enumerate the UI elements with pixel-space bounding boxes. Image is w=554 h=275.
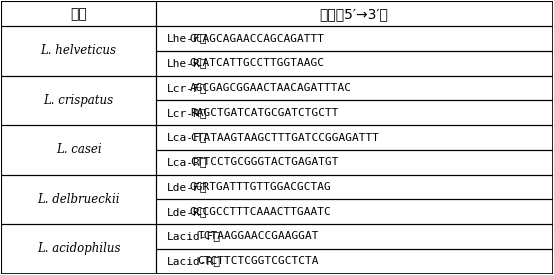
Bar <box>2 175 156 224</box>
Text: Lacid-F：: Lacid-F： <box>167 232 220 241</box>
Text: L. acidophilus: L. acidophilus <box>37 242 120 255</box>
Text: L. delbrueckii: L. delbrueckii <box>37 193 120 206</box>
Bar <box>2 26 156 76</box>
Bar <box>156 1 552 26</box>
Text: GCAGCAGAACCAGCAGATTT: GCAGCAGAACCAGCAGATTT <box>190 34 325 43</box>
Text: GCATCATTGCCTTGGTAAGC: GCATCATTGCCTTGGTAAGC <box>190 58 325 68</box>
Text: Lcr-F：: Lcr-F： <box>167 83 207 93</box>
Text: Lca-F：: Lca-F： <box>167 133 207 142</box>
Bar <box>156 199 552 224</box>
Text: 引物（5′→3′）: 引物（5′→3′） <box>320 7 388 21</box>
Text: CTTCCTGCGGGTACTGAGATGT: CTTCCTGCGGGTACTGAGATGT <box>190 157 338 167</box>
Text: CTCTTCTCGGTCGCTCTA: CTCTTCTCGGTCGCTCTA <box>198 256 319 266</box>
Bar <box>2 224 156 274</box>
Text: Lde-R：: Lde-R： <box>167 207 207 217</box>
Bar <box>2 1 156 26</box>
Bar <box>156 224 552 249</box>
Text: Lde-F：: Lde-F： <box>167 182 207 192</box>
Bar <box>156 100 552 125</box>
Text: GGRTGATTTGTTGGACGCTAG: GGRTGATTTGTTGGACGCTAG <box>190 182 332 192</box>
Text: AGCGAGCGGAACTAACAGATTTAC: AGCGAGCGGAACTAACAGATTTAC <box>190 83 352 93</box>
Bar <box>156 76 552 100</box>
Text: Lacid-R：: Lacid-R： <box>167 256 220 266</box>
Text: Lcr-R：: Lcr-R： <box>167 108 207 118</box>
Text: TCTAAGGAACCGAAGGAT: TCTAAGGAACCGAAGGAT <box>198 232 319 241</box>
Text: 菌种: 菌种 <box>70 7 87 21</box>
Text: GCCGCCTTTCAAACTTGAATC: GCCGCCTTTCAAACTTGAATC <box>190 207 332 217</box>
Text: Lhe-R：: Lhe-R： <box>167 58 207 68</box>
Bar <box>156 249 552 274</box>
Bar <box>156 26 552 51</box>
Bar <box>156 175 552 199</box>
Text: RAGCTGATCATGCGATCTGCTT: RAGCTGATCATGCGATCTGCTT <box>190 108 338 118</box>
Bar <box>156 51 552 76</box>
Text: L. helveticus: L. helveticus <box>40 44 116 57</box>
Bar <box>2 125 156 175</box>
Bar <box>156 150 552 175</box>
Bar <box>156 125 552 150</box>
Text: L. crispatus: L. crispatus <box>44 94 114 107</box>
Text: Lca-R：: Lca-R： <box>167 157 207 167</box>
Text: CTATAAGTAAGCTTTGATCCGGAGATTT: CTATAAGTAAGCTTTGATCCGGAGATTT <box>190 133 379 142</box>
Bar <box>2 76 156 125</box>
Text: L. casei: L. casei <box>56 143 101 156</box>
Text: Lhe-F：: Lhe-F： <box>167 34 207 43</box>
